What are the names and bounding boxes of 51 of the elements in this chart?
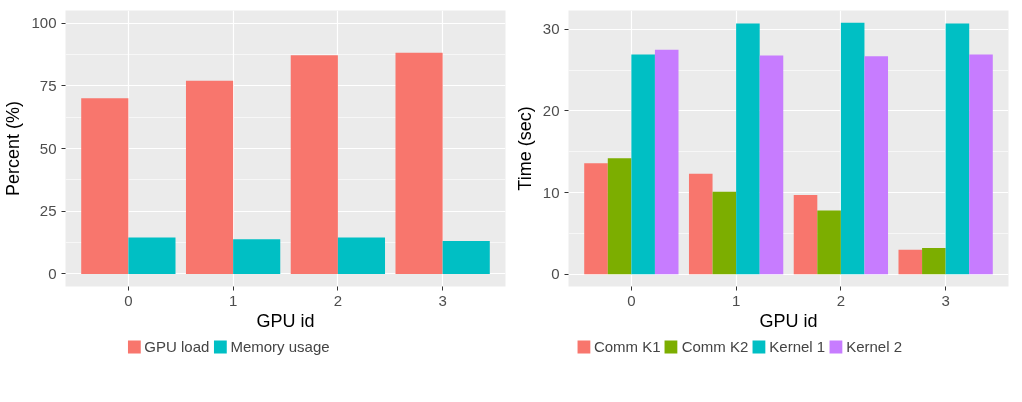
bar (840, 22, 865, 275)
bar (736, 23, 760, 275)
bar (395, 52, 443, 274)
bar (290, 55, 338, 274)
legend-label: Comm K1 (593, 337, 661, 355)
bar (922, 248, 946, 275)
bar (233, 239, 281, 274)
bar (128, 237, 176, 274)
bar (864, 56, 889, 275)
bar (817, 210, 841, 275)
x-tick-label: 1 (731, 291, 741, 309)
x-axis-title: GPU id (256, 310, 315, 331)
bar (654, 49, 679, 275)
y-tick-label: 0 (48, 264, 57, 282)
legend-label: Kernel 1 (769, 337, 826, 355)
bar (759, 55, 784, 275)
y-tick-label: 100 (31, 14, 57, 32)
bar (584, 163, 608, 275)
x-tick-label: 0 (627, 291, 636, 309)
bar (81, 98, 129, 274)
x-tick-label: 3 (941, 291, 950, 309)
legend-label: Kernel 2 (846, 337, 903, 355)
bar (712, 191, 737, 275)
y-tick-label: 25 (39, 202, 57, 220)
y-axis-title: Percent (%) (3, 100, 24, 197)
bar (607, 158, 632, 275)
x-tick-label: 1 (228, 291, 238, 309)
y-tick-label: 0 (551, 265, 560, 283)
y-tick-label: 30 (542, 20, 560, 38)
bar (442, 241, 490, 274)
bar (945, 23, 970, 275)
x-tick-label: 2 (333, 291, 343, 309)
x-tick-label: 0 (124, 291, 133, 309)
bar (969, 54, 993, 275)
bar (688, 173, 713, 275)
x-tick-label: 3 (438, 291, 447, 309)
x-axis-title: GPU id (759, 310, 818, 331)
bar (898, 249, 923, 275)
y-tick-label: 20 (542, 101, 560, 119)
bar (337, 237, 386, 274)
legend-label: Comm K2 (681, 337, 749, 355)
legend-label: Memory usage (230, 337, 330, 355)
legend-label: GPU load (144, 337, 210, 355)
bar (793, 195, 818, 275)
x-tick-label: 2 (836, 291, 846, 309)
y-axis-title: Time (sec) (514, 106, 535, 191)
y-tick-label: 10 (542, 183, 560, 201)
y-tick-label: 50 (39, 139, 57, 157)
bar (631, 54, 655, 275)
bar (185, 80, 234, 274)
y-tick-label: 75 (39, 76, 57, 94)
